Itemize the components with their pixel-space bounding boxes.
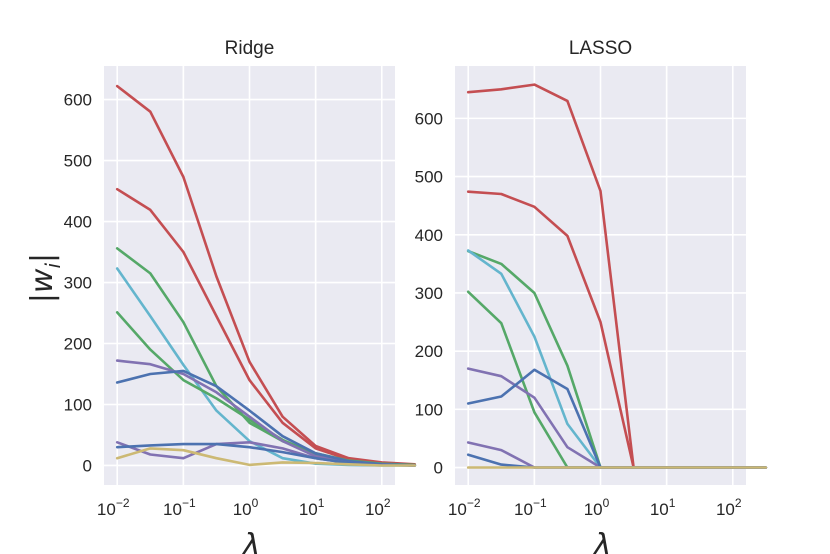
lasso-y-tick-label: 500 (415, 168, 443, 187)
lasso-series-group (466, 83, 768, 469)
ridge-y-tick-label: 0 (83, 456, 92, 475)
lasso-y-tick-label: 200 (415, 342, 443, 361)
lasso-y-tick-label: 0 (434, 459, 443, 478)
ridge-x-tick-label: 100 (233, 496, 259, 519)
lasso-y-tick-label: 100 (415, 400, 443, 419)
ridge-x-ticks: 10−2 10−1 100 101 102 (97, 496, 391, 519)
ridge-y-tick-label: 300 (64, 274, 92, 293)
lasso-y-tick-label: 400 (415, 226, 443, 245)
ridge-y-tick-label: 600 (64, 91, 92, 110)
ridge-x-tick-label: 10−1 (163, 496, 196, 519)
lasso-y-ticks: 0 100 200 300 400 500 600 (415, 109, 443, 477)
ridge-x-tick-label: 102 (365, 496, 391, 519)
ridge-series-group (115, 84, 417, 467)
lasso-y-tick-label: 300 (415, 284, 443, 303)
svg-text:|wi|: |wi| (25, 253, 65, 303)
ridge-panel: 10−2 10−1 100 101 102 0 100 200 300 400 500 600 Ri… (64, 38, 417, 554)
ridge-grid (104, 66, 395, 485)
ridge-title: Ridge (225, 38, 275, 59)
ridge-y-tick-label: 100 (64, 395, 92, 414)
lasso-x-tick-label: 10−1 (514, 496, 547, 519)
lasso-y-tick-label: 600 (415, 109, 443, 128)
ridge-x-tick-label: 101 (299, 496, 325, 519)
ridge-y-tick-label: 200 (64, 335, 92, 354)
lasso-x-tick-label: 101 (650, 496, 676, 519)
lasso-x-tick-label: 100 (584, 496, 610, 519)
ridge-series-line-10 (115, 447, 417, 467)
ridge-y-tick-label: 400 (64, 213, 92, 232)
y-axis-label-subscript: i (41, 263, 65, 269)
lasso-x-axis-label: λ (592, 528, 612, 554)
lasso-x-tick-label: 10−2 (448, 496, 481, 519)
ridge-y-ticks: 0 100 200 300 400 500 600 (64, 91, 92, 476)
lasso-x-tick-label: 102 (716, 496, 742, 519)
y-axis-label: |wi| (25, 253, 65, 303)
y-axis-label-close: | (25, 253, 60, 263)
lasso-panel: 10−2 10−1 100 101 102 0 100 200 300 400 500 600 LA… (415, 38, 768, 554)
lasso-title: LASSO (569, 38, 632, 59)
ridge-x-axis-label: λ (241, 528, 261, 554)
lasso-x-ticks: 10−2 10−1 100 101 102 (448, 496, 742, 519)
y-axis-label-main: |w (25, 268, 60, 303)
ridge-x-tick-label: 10−2 (97, 496, 130, 519)
ridge-y-tick-label: 500 (64, 152, 92, 171)
